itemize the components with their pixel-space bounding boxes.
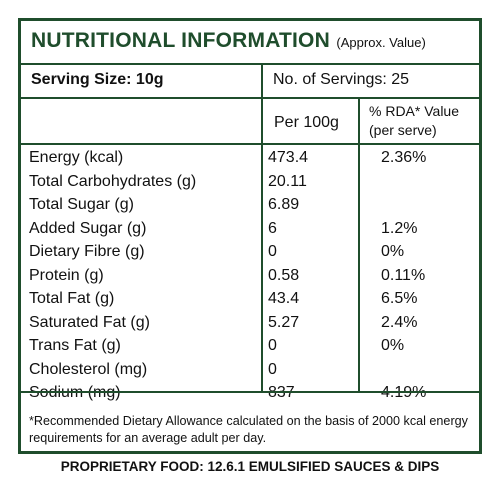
divider-col2	[358, 99, 360, 391]
divider-serving	[21, 97, 479, 99]
nutrient-name: Cholesterol (mg)	[29, 360, 148, 378]
servings-count: No. of Servings: 25	[273, 71, 410, 88]
nutrient-rda: 6.5%	[381, 290, 418, 307]
column-header-rda: % RDA* Value (per serve)	[369, 102, 459, 140]
title-note: (Approx. Value)	[336, 35, 426, 50]
divider-footnote	[21, 391, 479, 393]
nutrient-per100: 5.27	[268, 313, 300, 331]
nutrient-rda: 2.36%	[381, 149, 427, 166]
nutrient-name: Added Sugar (g)	[29, 219, 147, 237]
nutrient-per100: 473.4	[268, 149, 309, 166]
nutrient-name: Total Carbohydrates (g)	[29, 172, 197, 190]
nutrient-name: Saturated Fat (g)	[29, 313, 150, 331]
nutrient-rda: 0%	[381, 337, 405, 354]
nutrient-per100: 0.58	[268, 266, 300, 284]
nutrient-per100: 0	[268, 360, 277, 378]
divider-serving-vertical	[261, 65, 263, 99]
title-main: NUTRITIONAL INFORMATION	[31, 29, 330, 52]
nutrition-label: NUTRITIONAL INFORMATION (Approx. Value) …	[18, 18, 482, 454]
nutrient-name: Total Fat (g)	[29, 290, 115, 307]
nutrient-per100: 6.89	[268, 196, 300, 213]
divider-header	[21, 143, 479, 145]
nutrient-name: Total Sugar (g)	[29, 196, 134, 213]
divider-col1	[261, 99, 263, 391]
nutrient-name: Trans Fat (g)	[29, 337, 121, 354]
nutrient-per100: 0	[268, 337, 277, 354]
column-header-rda-line2: (per serve)	[369, 122, 437, 138]
column-header-rda-line1: % RDA* Value	[369, 103, 460, 119]
nutrient-per100: 0	[268, 243, 277, 260]
nutrient-rda: 0.11%	[381, 266, 426, 284]
nutrient-name: Protein (g)	[29, 266, 104, 284]
nutrient-per100: 20.11	[268, 172, 307, 190]
nutrient-name: Energy (kcal)	[29, 149, 124, 166]
nutrient-per100: 6	[268, 219, 277, 237]
nutrient-rda: 1.2%	[381, 219, 418, 237]
nutrient-name: Dietary Fibre (g)	[29, 243, 145, 260]
divider-title	[21, 63, 479, 65]
nutrient-per100: 43.4	[268, 290, 300, 307]
footnote: *Recommended Dietary Allowance calculate…	[29, 414, 468, 445]
serving-size: Serving Size: 10g	[31, 71, 164, 88]
column-header-per100: Per 100g	[274, 114, 339, 131]
label-title: NUTRITIONAL INFORMATION (Approx. Value)	[31, 29, 426, 53]
nutrient-rda: 0%	[381, 243, 405, 260]
proprietary-food-line: PROPRIETARY FOOD: 12.6.1 EMULSIFIED SAUC…	[60, 459, 440, 474]
nutrient-rda: 2.4%	[381, 313, 418, 331]
